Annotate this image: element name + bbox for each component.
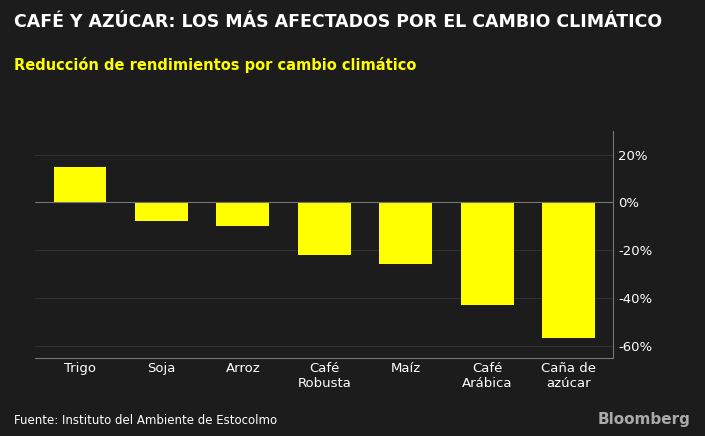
Bar xyxy=(135,202,188,221)
Bar xyxy=(460,202,514,305)
Bar xyxy=(542,202,595,338)
Text: Bloomberg: Bloomberg xyxy=(598,412,691,427)
Bar xyxy=(54,167,106,202)
Bar xyxy=(379,202,432,265)
Bar xyxy=(298,202,351,255)
Text: Fuente: Instituto del Ambiente de Estocolmo: Fuente: Instituto del Ambiente de Estoco… xyxy=(14,414,277,427)
Text: CAFÉ Y AZÚCAR: LOS MÁS AFECTADOS POR EL CAMBIO CLIMÁTICO: CAFÉ Y AZÚCAR: LOS MÁS AFECTADOS POR EL … xyxy=(14,13,662,31)
Bar xyxy=(216,202,269,226)
Text: Reducción de rendimientos por cambio climático: Reducción de rendimientos por cambio cli… xyxy=(14,57,417,73)
